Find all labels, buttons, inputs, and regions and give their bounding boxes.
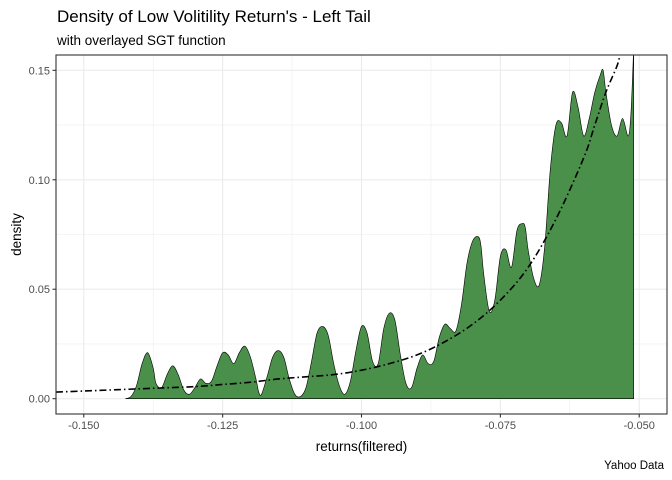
- x-tick-label: -0.075: [485, 420, 516, 432]
- x-tick-label: -0.150: [68, 420, 99, 432]
- y-tick-label: 0.00: [29, 394, 50, 406]
- chart-title: Density of Low Volitility Return's - Lef…: [57, 7, 371, 26]
- density-area: [125, 55, 634, 399]
- x-axis-ticks: -0.150 -0.125 -0.100 -0.075 -0.050: [68, 414, 655, 432]
- y-tick-label: 0.05: [29, 284, 50, 296]
- y-tick-label: 0.10: [29, 175, 50, 187]
- x-tick-label: -0.125: [207, 420, 238, 432]
- chart-subtitle: with overlayed SGT function: [57, 33, 226, 48]
- y-axis-ticks: 0.00 0.05 0.10 0.15: [29, 65, 56, 406]
- x-tick-label: -0.050: [624, 420, 655, 432]
- y-axis-title: density: [9, 213, 24, 256]
- x-axis-title: returns(filtered): [316, 439, 408, 454]
- sgt-curve: [56, 55, 621, 393]
- y-tick-label: 0.15: [29, 65, 50, 77]
- x-tick-label: -0.100: [346, 420, 377, 432]
- chart-caption: Yahoo Data: [604, 460, 664, 472]
